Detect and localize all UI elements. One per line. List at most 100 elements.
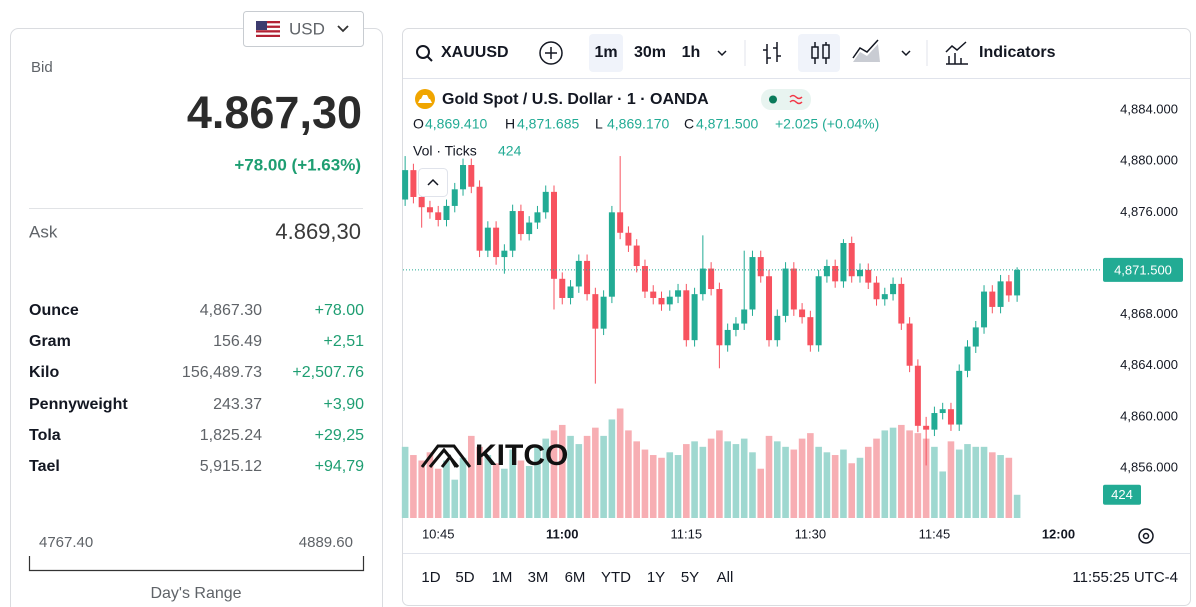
candle-body (914, 365, 921, 426)
volume-bar (922, 438, 930, 518)
x-tick-label: 12:00 (1042, 526, 1075, 541)
unit-name: Gram (29, 333, 71, 350)
candle-body (989, 291, 996, 307)
volume-bar (939, 471, 946, 518)
footer: 1D 5D 1M 3M 6M YTD 1Y 5Y All (421, 569, 733, 586)
volume-bar (823, 452, 831, 518)
y-tick-label: 4,876.000 (1120, 204, 1178, 219)
y-tick-label: 4,860.000 (1120, 408, 1178, 423)
bid-change: +78.00 (+1.63%) (234, 155, 361, 174)
candle-body (823, 266, 830, 277)
volume-bar (525, 465, 533, 518)
last-volume-box (1103, 484, 1141, 505)
volume-bar (625, 430, 632, 518)
volume-bar (997, 455, 1004, 518)
unit-price: 5,915.12 (200, 458, 262, 475)
collapse-button[interactable] (418, 168, 448, 197)
range-button[interactable]: 5Y (681, 569, 699, 586)
candle-body (484, 227, 491, 251)
us-flag (256, 21, 280, 37)
range-button[interactable]: 6M (565, 569, 586, 586)
candle-body (741, 309, 748, 324)
volume-bar (517, 460, 525, 518)
quote-panel (10, 28, 383, 607)
area-style-icon[interactable] (852, 39, 880, 62)
active-interval-bg (589, 34, 623, 72)
candle-body (468, 165, 475, 187)
range-button[interactable]: YTD (601, 569, 631, 586)
bar-style-icon[interactable] (763, 42, 781, 64)
volume-bar (964, 444, 971, 518)
active-style-bg (798, 34, 840, 72)
indicators-icon[interactable] (945, 41, 968, 65)
unit-name: Tola (29, 427, 61, 444)
volume-bar (401, 446, 409, 518)
volume-bar (906, 430, 913, 518)
candle-body (584, 260, 591, 295)
ask-price: 4.869,30 (275, 219, 361, 244)
candle-body (708, 268, 715, 290)
volume-bar (716, 430, 723, 518)
unit-change: +29,25 (315, 427, 364, 444)
candle-body (509, 211, 516, 251)
candle-style-icon[interactable] (811, 42, 830, 64)
volume-bar (600, 435, 607, 518)
range-label: Day's Range (150, 585, 241, 602)
y-tick-label: 4,868.000 (1120, 306, 1178, 321)
compare-button[interactable] (539, 41, 563, 65)
interval[interactable]: 30m (634, 44, 666, 61)
indicators[interactable]: Indicators (979, 44, 1056, 61)
candle-body (807, 317, 814, 346)
candle-body (865, 269, 872, 283)
interval[interactable]: 1h (682, 44, 701, 61)
candle-body (418, 196, 425, 208)
volume-bar (947, 441, 955, 518)
volume-bar (451, 479, 459, 518)
candle-body (435, 212, 442, 220)
volume-bar (459, 457, 467, 518)
search-icon[interactable] (416, 45, 433, 62)
chevron (337, 25, 349, 33)
volume-bar (410, 455, 417, 518)
candle-body (625, 232, 632, 246)
volume-bar (583, 435, 591, 518)
volume-bar (534, 446, 541, 518)
volume-bar (608, 419, 616, 518)
chevron[interactable] (717, 50, 727, 57)
candle-body (460, 165, 467, 190)
range-button[interactable]: 1M (492, 569, 513, 586)
range-button[interactable]: 1D (421, 569, 440, 586)
ohlc-value: 4,871.685 (517, 116, 579, 132)
volume-bar (931, 446, 938, 518)
volume-bar (501, 468, 508, 518)
unit-name: Ounce (29, 302, 79, 319)
status-pill[interactable] (761, 89, 811, 110)
volume-bar (856, 457, 864, 518)
range-button[interactable]: All (717, 569, 734, 586)
candle-body (799, 309, 806, 318)
candle-body (964, 346, 971, 371)
candle-body (426, 207, 433, 213)
volume-bar (873, 438, 880, 518)
volume-bar (641, 449, 649, 518)
range-button[interactable]: 3M (528, 569, 549, 586)
interval[interactable]: 1m (594, 44, 617, 61)
candle-body (675, 290, 682, 297)
volume-bar (840, 449, 847, 518)
settings-icon[interactable] (1138, 528, 1154, 544)
volume-bar (666, 452, 674, 518)
range-button[interactable]: 1Y (647, 569, 665, 586)
last-volume-label: 424 (1111, 487, 1133, 502)
chevron[interactable] (901, 50, 911, 57)
range-button[interactable]: 5D (455, 569, 474, 586)
chevron (427, 178, 439, 186)
candle-body (716, 289, 723, 346)
volume-bars (401, 408, 1021, 518)
candle-body (939, 409, 946, 414)
volume-bar (782, 446, 789, 518)
currency-select[interactable] (243, 11, 364, 47)
volume-legend: Vol · Ticks (413, 143, 477, 159)
symbol[interactable]: XAUUSD (441, 44, 509, 61)
